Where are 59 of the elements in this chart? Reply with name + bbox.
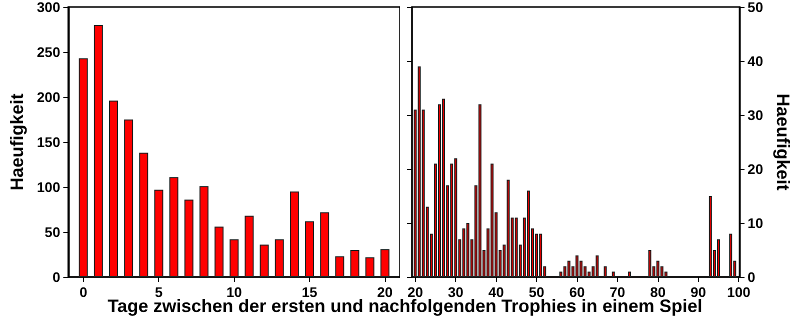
y-tick-label: 100 [36,179,60,195]
y-tick-label: 200 [36,89,60,105]
bar [604,266,607,277]
bar [139,152,148,277]
bar [230,239,239,277]
bar [539,234,542,277]
bar [365,257,374,277]
bar [380,249,390,277]
y-tick-label: 50 [44,224,60,240]
y-tick-label: 300 [36,0,60,15]
bar [612,272,615,277]
bar [442,98,446,277]
y2-tick-label: 30 [748,107,764,123]
bar [418,66,421,277]
bar [708,196,712,277]
y-tick-label: 150 [36,134,60,150]
bar [260,244,269,277]
bar [656,260,660,277]
bar [94,25,103,277]
y2-tick-label: 0 [748,269,756,285]
bar [454,158,458,277]
bar [108,100,118,277]
bar [169,177,178,277]
x-tick-label: 0 [79,284,88,300]
y2-tick-label: 50 [748,0,764,15]
y-axis-title: Haeufigkeit [7,93,27,191]
bar [490,164,494,277]
bar [320,212,330,277]
bar [274,239,284,277]
bar [124,120,134,277]
y2-tick-label: 40 [748,53,764,69]
bar [244,216,254,277]
bar [478,104,482,277]
bar [729,234,732,277]
bar [648,250,652,277]
bar [526,190,530,277]
bar [514,218,518,277]
bar [567,260,570,277]
bar [290,192,299,277]
bar [199,186,208,277]
bar [214,226,224,277]
x-tick-label: 100 [727,284,751,300]
y2-tick-label: 20 [748,161,764,177]
bar [184,200,194,277]
y-tick-label: 0 [52,269,60,285]
bar [335,256,344,277]
bar [305,221,314,277]
bar [154,190,164,277]
y2-tick-label: 10 [748,215,764,231]
bar [575,255,578,277]
bar [506,180,510,277]
bar [596,255,599,277]
y2-axis-title: Haeufigkeit [773,93,793,191]
bar [78,58,88,277]
y-tick-label: 250 [36,44,60,60]
bar [350,250,360,277]
bar [466,223,470,277]
bar [628,272,632,277]
bar [717,239,720,277]
